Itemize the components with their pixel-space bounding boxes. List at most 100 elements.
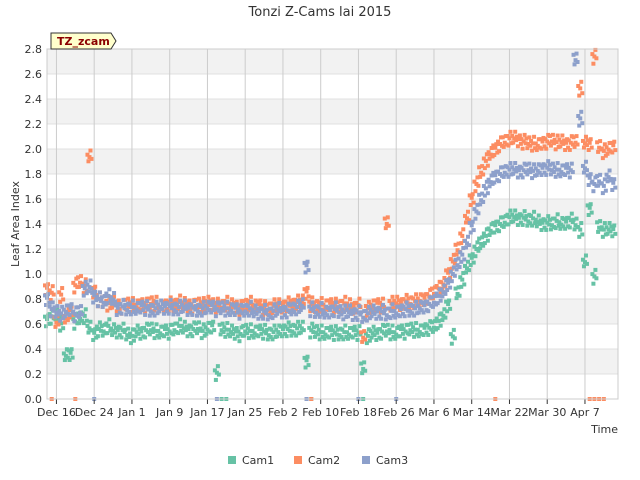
data-point <box>414 292 419 297</box>
data-point <box>211 319 216 324</box>
data-point <box>491 170 496 175</box>
data-point <box>236 307 241 312</box>
data-point <box>445 309 450 314</box>
data-point <box>242 313 247 318</box>
data-point <box>497 179 502 184</box>
data-point <box>611 180 616 185</box>
data-point <box>294 307 299 312</box>
data-point <box>478 174 483 179</box>
data-point <box>160 306 165 311</box>
data-point <box>539 173 544 177</box>
data-point <box>405 308 410 313</box>
data-point <box>523 170 528 175</box>
data-point <box>121 321 126 326</box>
series-cam1 <box>43 202 618 382</box>
data-point <box>212 368 217 373</box>
data-point <box>462 257 467 262</box>
data-point <box>542 170 547 175</box>
data-point <box>93 284 98 289</box>
data-point <box>345 307 350 312</box>
data-point <box>544 172 549 177</box>
data-point <box>166 311 171 316</box>
data-point <box>516 215 521 220</box>
data-point <box>472 207 477 212</box>
data-point <box>237 339 242 344</box>
data-point <box>562 138 567 143</box>
data-point <box>463 245 468 250</box>
data-point <box>300 293 305 298</box>
data-point <box>297 323 302 328</box>
data-point <box>426 332 431 337</box>
data-point <box>548 172 553 177</box>
data-point <box>583 134 588 139</box>
data-point <box>61 351 66 356</box>
data-point <box>109 326 114 331</box>
data-point <box>166 336 171 341</box>
legend: Cam1 Cam2 Cam3 <box>228 454 408 467</box>
data-point <box>177 323 182 328</box>
data-point <box>69 347 74 352</box>
data-point <box>208 300 213 305</box>
data-point <box>364 313 369 318</box>
data-point <box>142 325 147 330</box>
data-point <box>511 140 516 145</box>
data-point <box>506 222 511 227</box>
data-point <box>378 307 383 312</box>
data-point <box>483 233 488 238</box>
data-point <box>534 173 539 178</box>
data-point <box>598 139 603 144</box>
data-point <box>314 324 319 329</box>
data-point <box>353 315 358 320</box>
data-point <box>317 309 322 314</box>
data-point <box>278 309 283 314</box>
data-point <box>81 293 86 298</box>
data-point <box>482 241 487 246</box>
data-point <box>60 304 65 309</box>
data-point <box>442 283 447 288</box>
data-point <box>288 299 293 304</box>
data-point <box>146 296 151 301</box>
data-point <box>363 368 368 373</box>
data-point <box>90 328 95 333</box>
data-point <box>425 299 430 304</box>
data-point <box>124 337 129 342</box>
data-point <box>358 312 363 317</box>
data-point <box>139 303 144 308</box>
data-point <box>80 281 85 286</box>
data-point <box>225 299 230 304</box>
data-point <box>242 333 247 338</box>
data-point <box>415 296 420 301</box>
data-point <box>175 297 180 302</box>
data-point <box>146 322 151 327</box>
data-point <box>551 141 556 146</box>
data-point <box>193 328 198 333</box>
data-point <box>530 223 535 228</box>
data-point <box>511 171 516 176</box>
data-point <box>336 314 341 319</box>
data-point <box>435 301 440 306</box>
data-point <box>424 330 429 335</box>
data-point <box>566 145 571 150</box>
data-point <box>609 140 614 145</box>
data-point <box>480 164 485 169</box>
data-point <box>562 217 567 222</box>
data-point <box>609 224 614 229</box>
data-point <box>56 322 61 327</box>
data-point <box>421 333 426 337</box>
data-point <box>142 303 147 308</box>
data-point <box>550 132 555 137</box>
data-point <box>305 259 310 264</box>
data-point <box>414 299 419 304</box>
data-point <box>553 226 558 231</box>
data-point <box>143 310 148 315</box>
data-point <box>237 312 242 317</box>
data-point <box>251 335 256 340</box>
data-point <box>593 47 598 52</box>
data-point <box>580 163 585 168</box>
data-point <box>442 307 447 312</box>
data-point <box>508 129 513 134</box>
data-point <box>50 284 55 289</box>
data-point <box>245 304 250 308</box>
data-point <box>515 144 520 149</box>
